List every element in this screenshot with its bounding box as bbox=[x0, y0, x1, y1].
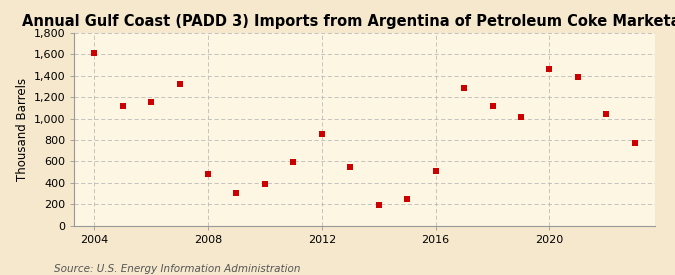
Point bbox=[288, 160, 299, 164]
Point bbox=[459, 85, 470, 90]
Point bbox=[544, 67, 555, 72]
Point bbox=[259, 182, 270, 186]
Point bbox=[572, 75, 583, 79]
Point bbox=[317, 131, 327, 136]
Point bbox=[430, 169, 441, 173]
Point bbox=[174, 82, 185, 86]
Point bbox=[89, 51, 100, 56]
Point bbox=[202, 172, 213, 176]
Point bbox=[629, 141, 640, 145]
Point bbox=[402, 196, 412, 201]
Point bbox=[373, 203, 384, 207]
Point bbox=[487, 103, 498, 108]
Point bbox=[345, 164, 356, 169]
Point bbox=[117, 104, 128, 109]
Point bbox=[231, 191, 242, 196]
Point bbox=[146, 100, 157, 104]
Title: Annual Gulf Coast (PADD 3) Imports from Argentina of Petroleum Coke Marketable: Annual Gulf Coast (PADD 3) Imports from … bbox=[22, 14, 675, 29]
Point bbox=[601, 112, 612, 117]
Text: Source: U.S. Energy Information Administration: Source: U.S. Energy Information Administ… bbox=[54, 264, 300, 274]
Point bbox=[516, 115, 526, 120]
Y-axis label: Thousand Barrels: Thousand Barrels bbox=[16, 78, 30, 181]
